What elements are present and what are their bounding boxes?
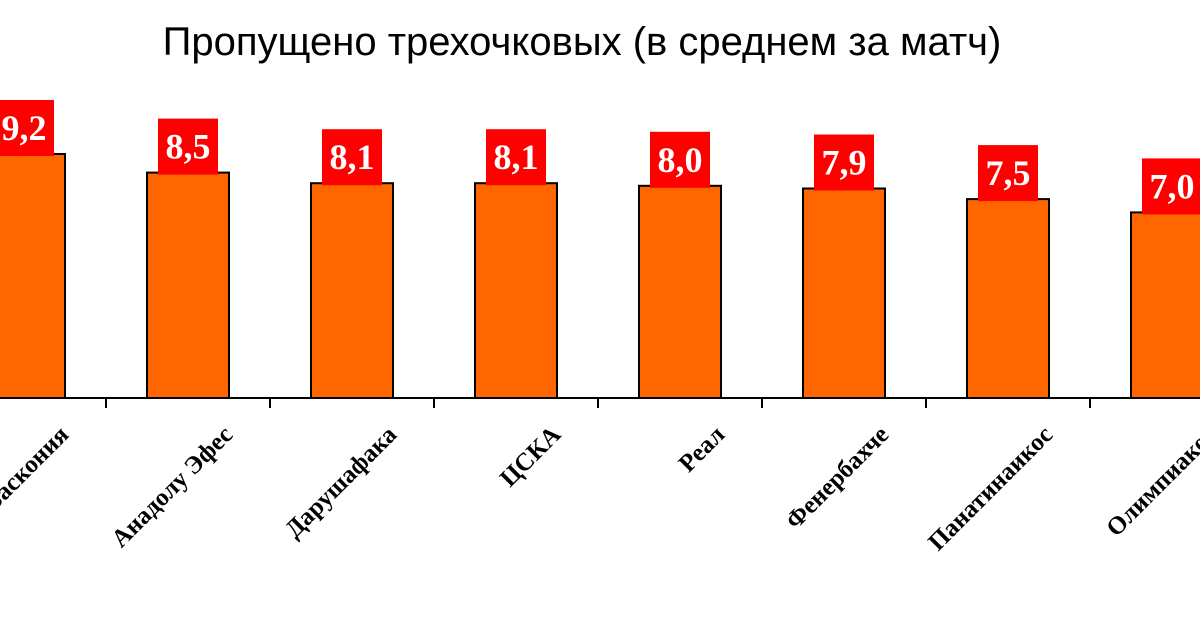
data-label-6: 7,9 bbox=[814, 134, 874, 191]
data-label-7: 7,5 bbox=[978, 145, 1038, 202]
data-label-text: 7,5 bbox=[986, 153, 1031, 193]
data-label-box bbox=[1142, 158, 1200, 215]
data-label-text: 9,2 bbox=[2, 108, 47, 148]
bar-8 bbox=[1130, 211, 1200, 399]
x-tick-label-2: Анадолу Эфес bbox=[106, 421, 238, 553]
x-tick-label-8: Олимпиакос bbox=[1101, 421, 1200, 542]
x-tick-label-6: Фенербахче bbox=[781, 421, 894, 534]
data-label-text: 8,1 bbox=[330, 137, 375, 177]
data-label-text: 7,9 bbox=[822, 143, 867, 183]
data-label-4: 8,1 bbox=[486, 129, 546, 186]
data-label-text: 8,0 bbox=[658, 140, 703, 180]
x-tick-label-7: Панатинаикос bbox=[923, 421, 1058, 556]
x-tick-label-3: Дарушафака bbox=[280, 421, 402, 543]
data-label-box bbox=[650, 131, 710, 188]
data-label-box bbox=[0, 100, 54, 156]
data-label-box bbox=[158, 118, 218, 175]
data-label-2: 8,5 bbox=[158, 118, 218, 175]
bar-3 bbox=[310, 182, 394, 399]
bar-5 bbox=[638, 184, 722, 399]
data-label-box bbox=[814, 134, 874, 191]
tick-labels-layer: Баскония Анадолу Эфес Дарушафака ЦСКА Реал Фе… bbox=[0, 421, 1200, 556]
data-label-box bbox=[322, 129, 382, 186]
bar-1 bbox=[0, 153, 66, 399]
data-label-8: 7,0 bbox=[1142, 158, 1200, 215]
data-label-text: 8,5 bbox=[166, 127, 211, 167]
data-label-text: 8,1 bbox=[494, 137, 539, 177]
bar-4 bbox=[474, 182, 558, 399]
data-labels-layer: 9,2 8,5 8,1 8,1 8,0 7,9 7,5 7,0 bbox=[0, 100, 1200, 215]
bar-6 bbox=[802, 187, 886, 399]
bar-2 bbox=[146, 171, 230, 399]
bar-7 bbox=[966, 198, 1050, 399]
data-label-5: 8,0 bbox=[650, 131, 710, 188]
chart-title: Пропущено трехочковых (в среднем за матч… bbox=[163, 20, 1002, 64]
data-label-1: 9,2 bbox=[0, 100, 54, 156]
x-tick-label-5: Реал bbox=[674, 421, 730, 477]
data-label-box bbox=[486, 129, 546, 186]
data-label-box bbox=[978, 145, 1038, 202]
data-label-3: 8,1 bbox=[322, 129, 382, 186]
x-tick-label-1: Баскония bbox=[0, 421, 74, 517]
x-tick-label-4: ЦСКА bbox=[495, 421, 566, 492]
data-label-text: 7,0 bbox=[1150, 166, 1195, 206]
ticks-layer bbox=[105, 398, 1091, 408]
